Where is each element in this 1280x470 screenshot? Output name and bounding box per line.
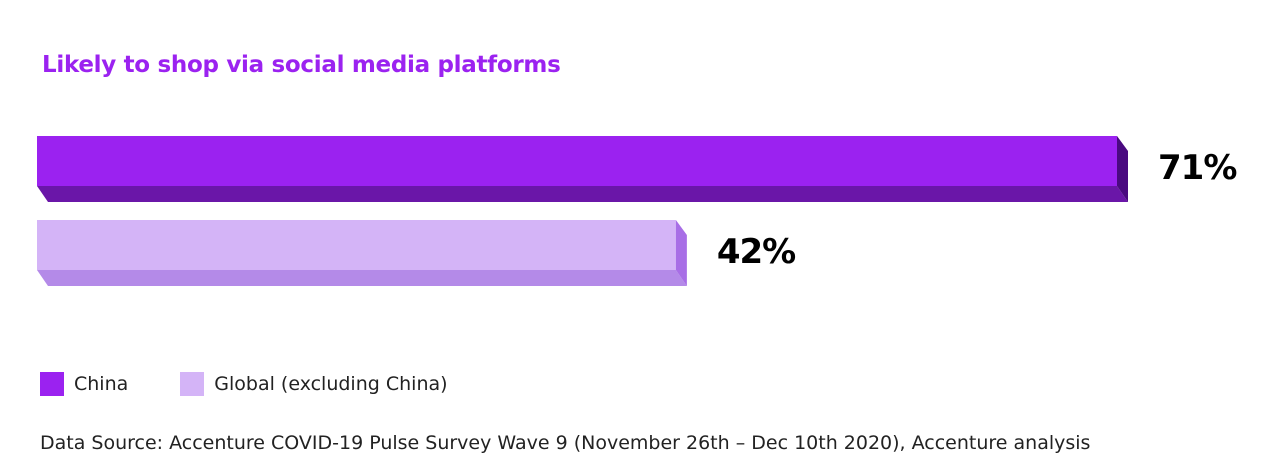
bar-bottom-china <box>37 186 1128 202</box>
bar-face-china <box>37 136 1117 186</box>
chart-title: Likely to shop via social media platform… <box>42 52 561 78</box>
bar-china <box>37 136 1128 202</box>
legend-item-global: Global (excluding China) <box>180 372 448 396</box>
bar-face-global <box>37 220 676 270</box>
legend-swatch-china <box>40 372 64 396</box>
data-source-note: Data Source: Accenture COVID-19 Pulse Su… <box>40 432 1091 454</box>
legend-item-china: China <box>40 372 128 396</box>
legend-label-china: China <box>74 373 129 395</box>
bar-side-global <box>675 220 687 286</box>
legend: China Global (excluding China) <box>40 372 500 396</box>
bar-global <box>37 220 687 286</box>
legend-swatch-global <box>180 372 205 396</box>
bar-side-china <box>1117 136 1128 202</box>
bar-bottom-global <box>37 270 687 286</box>
value-label-china: 71% <box>1158 148 1236 188</box>
value-label-global: 42% <box>717 232 795 272</box>
legend-label-global: Global (excluding China) <box>214 373 448 395</box>
